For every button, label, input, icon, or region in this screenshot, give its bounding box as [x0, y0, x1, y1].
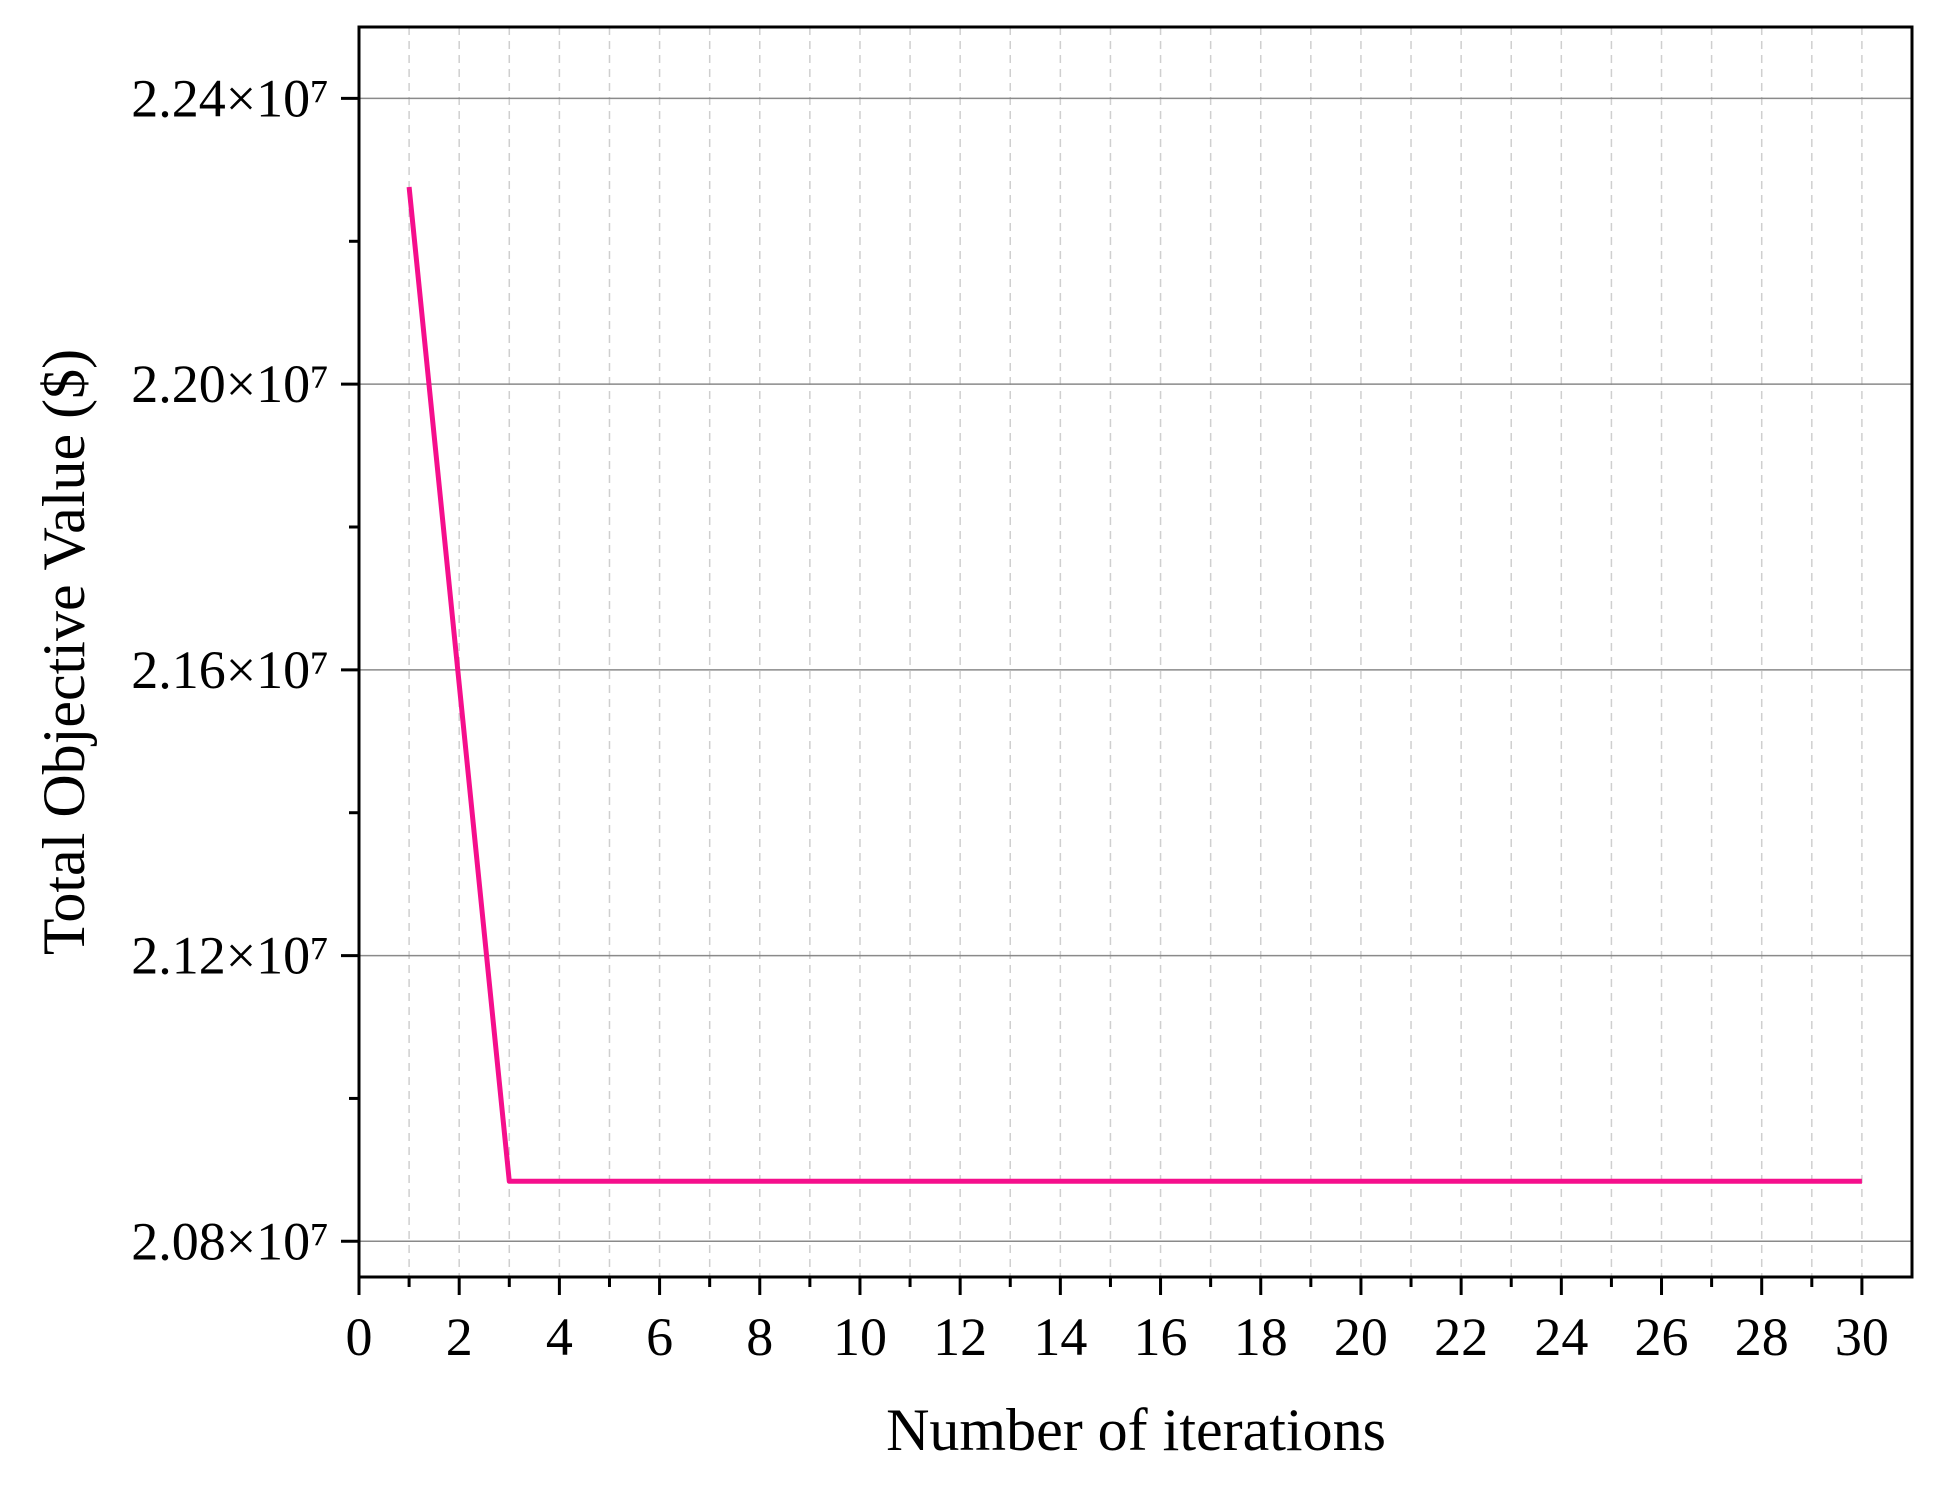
x-tick-label: 6	[646, 1307, 673, 1367]
x-axis-title: Number of iterations	[886, 1397, 1386, 1463]
x-tick-label: 22	[1434, 1307, 1488, 1367]
y-tick-label: 2.16×10⁷	[131, 640, 329, 700]
y-tick-label: 2.12×10⁷	[131, 926, 329, 986]
plot-frame	[357, 25, 1914, 1279]
data-line	[406, 186, 1862, 1184]
x-tick-label: 2	[446, 1307, 473, 1367]
x-tick-label: 14	[1033, 1307, 1087, 1367]
x-tick-label: 20	[1334, 1307, 1388, 1367]
y-axis-title: Total Objective Value ($)	[31, 349, 97, 955]
x-tick-label: 8	[746, 1307, 773, 1367]
y-tick-label: 2.20×10⁷	[131, 354, 329, 414]
y-tick-label: 2.08×10⁷	[131, 1211, 329, 1271]
x-tick-label: 16	[1134, 1307, 1188, 1367]
y-tick-label: 2.24×10⁷	[131, 68, 329, 128]
x-tick-label: 18	[1234, 1307, 1288, 1367]
x-tick-label: 4	[546, 1307, 573, 1367]
x-tick-label: 28	[1735, 1307, 1789, 1367]
x-tick-label: 10	[833, 1307, 887, 1367]
x-tick-label: 26	[1635, 1307, 1689, 1367]
x-tick-label: 0	[346, 1307, 373, 1367]
x-tick-label: 30	[1835, 1307, 1889, 1367]
x-tick-label: 12	[933, 1307, 987, 1367]
x-tick-label: 24	[1534, 1307, 1588, 1367]
